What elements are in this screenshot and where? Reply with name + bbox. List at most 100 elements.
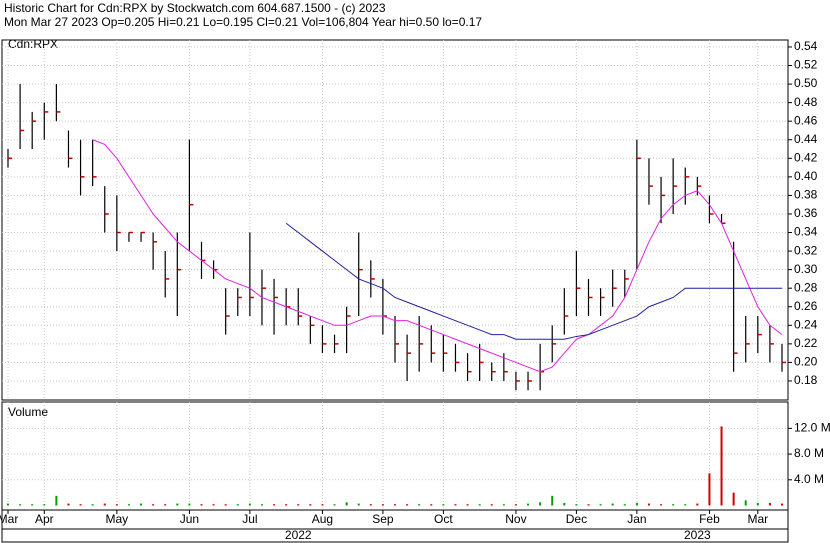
volume-bar [563,502,566,506]
y-tick-label: 0.26 [794,299,818,313]
volume-bar [418,504,421,506]
volume-bar [273,504,276,506]
y-tick-label: 0.32 [794,243,818,257]
volume-bar [684,504,687,506]
volume-bar [248,503,251,506]
volume-bar [599,504,602,506]
y-tick-label: 0.52 [794,58,818,72]
volume-bar [406,504,409,506]
y-tick-label: 8.0 M [794,446,824,460]
volume-bar [369,504,372,506]
chart-subtitle: Mon Mar 27 2023 Op=0.205 Hi=0.21 Lo=0.19… [4,15,482,29]
volume-bar [394,504,396,506]
y-tick-label: 0.30 [794,262,818,276]
volume-bar [575,504,578,506]
x-tick-label: Dec [566,512,587,526]
volume-bar [236,504,239,506]
volume-label: Volume [8,405,48,419]
volume-bar [7,503,9,506]
chart-title: Historic Chart for Cdn:RPX by Stockwatch… [4,1,386,15]
volume-bar [127,504,130,506]
volume-bar [260,504,263,506]
date-axis [1,509,789,543]
volume-bar [224,504,227,506]
volume-bar [43,504,46,506]
y-tick-label: 0.18 [794,373,818,387]
volume-bar [79,504,82,506]
volume-bar [212,504,215,506]
y-tick-label: 0.36 [794,206,818,220]
y-tick-label: 0.44 [794,132,818,146]
volume-bar [188,503,191,506]
x-tick-label: Feb [699,512,720,526]
volume-bar [539,502,542,506]
volume-bar [478,504,481,506]
x-tick-label: Jan [627,512,646,526]
volume-bar [140,503,143,506]
volume-bar [720,426,723,506]
x-tick-label: Aug [312,512,333,526]
x-tick-label: Jul [242,512,257,526]
volume-bar [442,504,445,506]
moving-average [92,139,783,373]
x-tick-label: Apr [35,512,54,526]
x-tick-label: May [106,512,129,526]
volume-bar [321,504,324,506]
volume-bar [67,503,70,506]
volume-bar [381,504,384,506]
y-tick-label: 0.42 [794,150,818,164]
volume-bar [430,504,433,506]
y-tick-label: 0.50 [794,76,818,90]
y-tick-label: 0.54 [794,39,818,53]
x-tick-label: Mar [0,512,18,526]
moving-average [285,222,782,340]
volume-bar [309,504,312,506]
volume-bar [31,504,34,506]
volume-bar [781,503,783,506]
volume-bar [672,504,675,506]
volume-bar [635,502,638,506]
y-tick-label: 0.34 [794,225,818,239]
y-tick-label: 0.38 [794,188,818,202]
y-tick-label: 0.20 [794,355,818,369]
volume-bar [164,504,167,506]
volume-bar [768,502,771,506]
y-tick-label: 0.46 [794,113,818,127]
x-tick-label: Nov [505,512,526,526]
x-tick-label: Jun [180,512,199,526]
volume-bar [285,504,288,506]
volume-bar [732,492,735,506]
volume-bar [454,504,457,506]
year-label: 2023 [684,528,711,542]
volume-bar [55,495,58,506]
volume-bar [623,504,626,506]
x-tick-label: Sep [372,512,394,526]
volume-bar [466,504,469,506]
volume-bar [744,500,747,506]
volume-bar [647,503,650,506]
volume-bar [297,504,300,506]
volume-bar [756,502,759,506]
volume-bar [551,495,554,506]
volume-bar [19,504,22,506]
volume-bar [115,504,118,506]
symbol-label: Cdn:RPX [8,37,58,51]
volume-bar [587,504,590,506]
volume-bar [502,504,505,506]
volume-bar [611,503,614,506]
volume-bar [708,473,711,506]
volume-bar [103,503,106,506]
y-tick-label: 4.0 M [794,472,824,486]
price-panel [1,39,789,401]
y-tick-label: 0.48 [794,95,818,109]
volume-bar [696,503,699,506]
volume-bar [152,504,155,506]
y-tick-label: 12.0 M [794,421,830,435]
y-tick-label: 0.28 [794,280,818,294]
volume-bar [490,504,493,506]
volume-bar [91,504,94,506]
y-tick-label: 0.40 [794,169,818,183]
volume-panel [1,401,789,511]
year-label: 2022 [285,528,312,542]
